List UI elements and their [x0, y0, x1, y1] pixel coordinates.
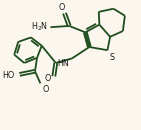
- Text: O: O: [59, 3, 65, 12]
- Text: HN: HN: [57, 59, 69, 68]
- Text: O: O: [42, 85, 49, 94]
- Text: S: S: [109, 53, 115, 62]
- Text: O: O: [44, 74, 50, 83]
- Text: H$_2$N: H$_2$N: [31, 21, 48, 33]
- Text: HO: HO: [2, 71, 15, 80]
